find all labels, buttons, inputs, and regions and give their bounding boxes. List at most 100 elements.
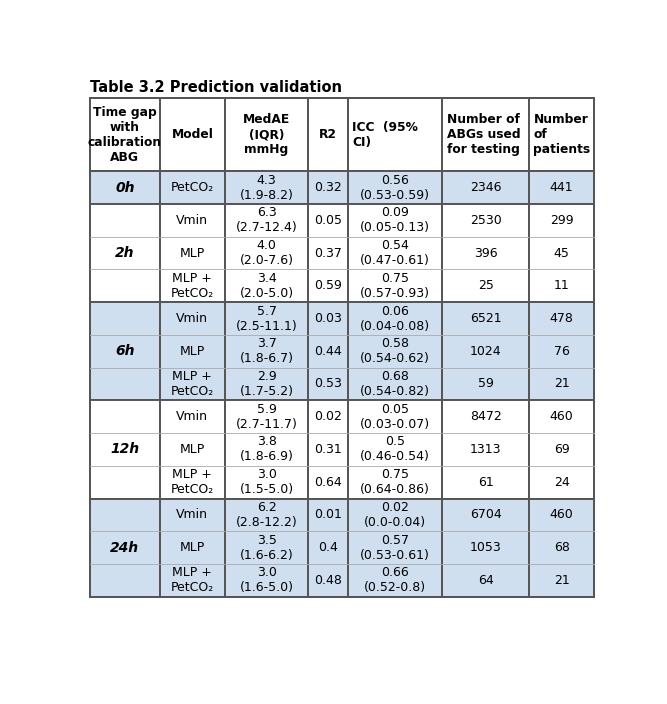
Text: MLP +
PetCO₂: MLP + PetCO₂ <box>171 468 214 496</box>
Bar <box>225 171 308 204</box>
Text: 61: 61 <box>478 476 494 489</box>
Text: 0.56
(0.53-0.59): 0.56 (0.53-0.59) <box>360 174 430 201</box>
Text: 0.48: 0.48 <box>314 574 342 587</box>
Text: 0.05
(0.03-0.07): 0.05 (0.03-0.07) <box>360 403 430 431</box>
Text: 68: 68 <box>554 541 570 554</box>
Bar <box>160 98 225 171</box>
Text: 0.75
(0.64-0.86): 0.75 (0.64-0.86) <box>360 468 430 496</box>
Text: 0.53: 0.53 <box>314 377 342 391</box>
Text: 0.68
(0.54-0.82): 0.68 (0.54-0.82) <box>360 370 430 398</box>
Text: 0.54
(0.47-0.61): 0.54 (0.47-0.61) <box>360 239 430 267</box>
Text: Vmin: Vmin <box>176 508 208 522</box>
Text: 0.05: 0.05 <box>314 214 342 227</box>
Text: 4.3
(1.9-8.2): 4.3 (1.9-8.2) <box>239 174 293 201</box>
Bar <box>529 302 594 401</box>
Bar <box>348 498 442 597</box>
Text: ICC  (95%
CI): ICC (95% CI) <box>352 120 418 149</box>
Text: MLP +
PetCO₂: MLP + PetCO₂ <box>171 567 214 594</box>
Text: 0.37: 0.37 <box>314 246 342 260</box>
Text: 0h: 0h <box>115 181 135 194</box>
Bar <box>160 302 225 401</box>
Bar <box>442 171 529 204</box>
Text: 0.66
(0.52-0.8): 0.66 (0.52-0.8) <box>364 567 426 594</box>
Text: 6h: 6h <box>115 344 135 358</box>
Bar <box>308 171 348 204</box>
Text: 0.75
(0.57-0.93): 0.75 (0.57-0.93) <box>360 272 430 300</box>
Text: 2530: 2530 <box>470 214 502 227</box>
Text: 0.57
(0.53-0.61): 0.57 (0.53-0.61) <box>360 534 430 562</box>
Text: 4.0
(2.0-7.6): 4.0 (2.0-7.6) <box>239 239 293 267</box>
Text: 6.2
(2.8-12.2): 6.2 (2.8-12.2) <box>235 501 297 529</box>
Bar <box>442 204 529 302</box>
Text: Number of
ABGs used
for testing: Number of ABGs used for testing <box>446 113 520 156</box>
Text: 0.58
(0.54-0.62): 0.58 (0.54-0.62) <box>360 337 430 365</box>
Text: 3.5
(1.6-6.2): 3.5 (1.6-6.2) <box>239 534 293 562</box>
Text: 11: 11 <box>554 279 570 292</box>
Text: 0.44: 0.44 <box>314 345 342 358</box>
Bar <box>529 171 594 204</box>
Bar <box>442 302 529 401</box>
Text: 0.64: 0.64 <box>314 476 342 489</box>
Text: Table 3.2 Prediction validation: Table 3.2 Prediction validation <box>89 80 342 95</box>
Text: 3.8
(1.8-6.9): 3.8 (1.8-6.9) <box>239 436 293 463</box>
Text: R2: R2 <box>319 128 337 141</box>
Bar <box>348 302 442 401</box>
Bar <box>529 498 594 597</box>
Bar <box>308 302 348 401</box>
Bar <box>529 204 594 302</box>
Text: 0.01: 0.01 <box>314 508 342 522</box>
Text: 6.3
(2.7-12.4): 6.3 (2.7-12.4) <box>235 206 297 234</box>
Bar <box>308 98 348 171</box>
Bar <box>89 171 160 204</box>
Bar <box>348 401 442 498</box>
Bar <box>160 204 225 302</box>
Text: 6704: 6704 <box>470 508 502 522</box>
Text: 0.03: 0.03 <box>314 312 342 325</box>
Text: 2h: 2h <box>115 246 135 260</box>
Text: Vmin: Vmin <box>176 312 208 325</box>
Bar <box>442 401 529 498</box>
Bar <box>308 204 348 302</box>
Text: 2.9
(1.7-5.2): 2.9 (1.7-5.2) <box>239 370 293 398</box>
Text: 59: 59 <box>478 377 494 391</box>
Text: 0.06
(0.04-0.08): 0.06 (0.04-0.08) <box>360 305 430 332</box>
Text: 21: 21 <box>554 574 570 587</box>
Text: 0.02
(0.0-0.04): 0.02 (0.0-0.04) <box>364 501 426 529</box>
Text: 0.09
(0.05-0.13): 0.09 (0.05-0.13) <box>360 206 430 234</box>
Text: MLP: MLP <box>179 443 205 456</box>
Bar <box>529 401 594 498</box>
Text: 69: 69 <box>554 443 570 456</box>
Text: 460: 460 <box>550 410 574 423</box>
Text: 2346: 2346 <box>470 181 502 194</box>
Text: 1053: 1053 <box>470 541 502 554</box>
Text: 3.7
(1.8-6.7): 3.7 (1.8-6.7) <box>239 337 293 365</box>
Text: 0.59: 0.59 <box>314 279 342 292</box>
Text: Vmin: Vmin <box>176 410 208 423</box>
Text: 0.5
(0.46-0.54): 0.5 (0.46-0.54) <box>360 436 430 463</box>
Bar <box>160 171 225 204</box>
Bar <box>529 98 594 171</box>
Text: 76: 76 <box>554 345 570 358</box>
Text: 0.02: 0.02 <box>314 410 342 423</box>
Text: 5.9
(2.7-11.7): 5.9 (2.7-11.7) <box>235 403 297 431</box>
Text: MLP: MLP <box>179 246 205 260</box>
Text: MedAE
(IQR)
mmHg: MedAE (IQR) mmHg <box>243 113 290 156</box>
Text: 1313: 1313 <box>470 443 502 456</box>
Bar <box>225 204 308 302</box>
Text: 12h: 12h <box>110 442 139 456</box>
Bar <box>89 204 160 302</box>
Bar <box>225 98 308 171</box>
Text: 460: 460 <box>550 508 574 522</box>
Text: 21: 21 <box>554 377 570 391</box>
Bar <box>89 401 160 498</box>
Text: 299: 299 <box>550 214 574 227</box>
Text: MLP +
PetCO₂: MLP + PetCO₂ <box>171 272 214 300</box>
Bar <box>89 498 160 597</box>
Bar <box>160 401 225 498</box>
Text: MLP +
PetCO₂: MLP + PetCO₂ <box>171 370 214 398</box>
Text: Time gap
with
calibration
ABG: Time gap with calibration ABG <box>87 106 162 163</box>
Text: 396: 396 <box>474 246 498 260</box>
Text: 5.7
(2.5-11.1): 5.7 (2.5-11.1) <box>235 305 297 332</box>
Text: 478: 478 <box>550 312 574 325</box>
Text: 25: 25 <box>478 279 494 292</box>
